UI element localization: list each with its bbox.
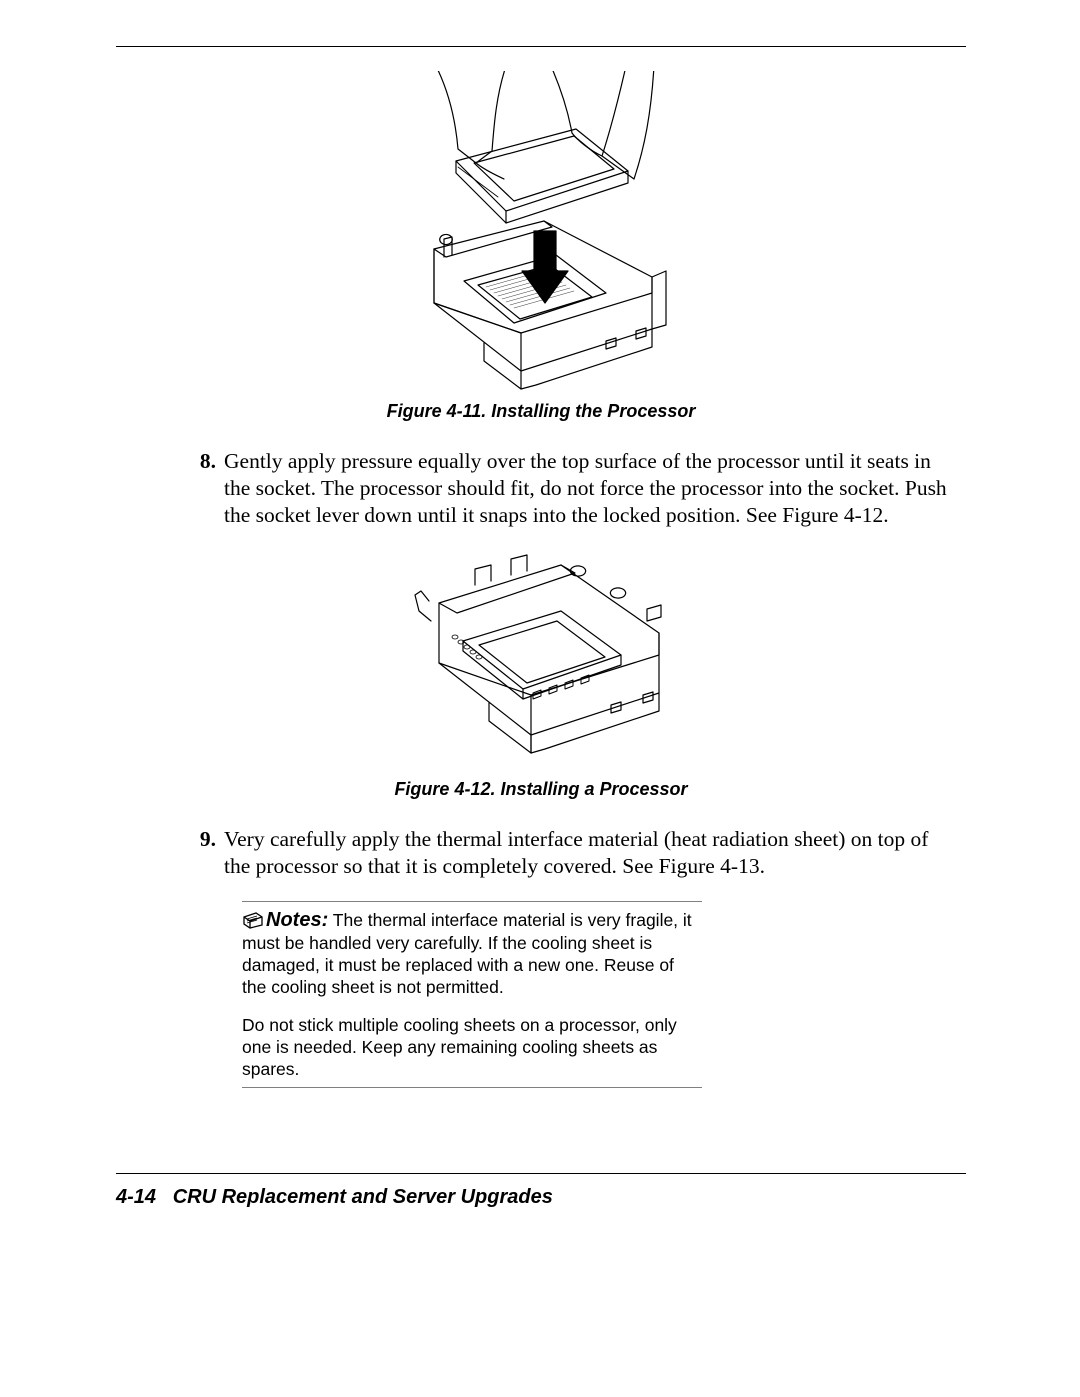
page-footer: 4-14 CRU Replacement and Server Upgrades bbox=[116, 1186, 553, 1209]
figure-4-12-caption: Figure 4-12. Installing a Processor bbox=[116, 779, 966, 800]
step-8-number: 8. bbox=[190, 448, 224, 529]
step-8-text: Gently apply pressure equally over the t… bbox=[224, 448, 956, 529]
notes-box: Notes: The thermal interface material is… bbox=[242, 901, 702, 1087]
page-content: Figure 4-11. Installing the Processor 8.… bbox=[116, 46, 966, 1174]
figure-4-11-caption: Figure 4-11. Installing the Processor bbox=[116, 401, 966, 422]
step-9-text: Very carefully apply the thermal interfa… bbox=[224, 826, 956, 880]
step-9-number: 9. bbox=[190, 826, 224, 880]
note-icon bbox=[242, 911, 264, 929]
footer-title: CRU Replacement and Server Upgrades bbox=[173, 1186, 553, 1208]
figure-4-11-block: Figure 4-11. Installing the Processor bbox=[116, 71, 966, 422]
figure-4-11-image bbox=[396, 71, 686, 395]
note-label: Notes: bbox=[266, 909, 328, 931]
footer-page-number: 4-14 bbox=[116, 1186, 156, 1208]
step-8: 8. Gently apply pressure equally over th… bbox=[190, 448, 956, 529]
note-text-2: Do not stick multiple cooling sheets on … bbox=[242, 1015, 702, 1081]
figure-4-12-block: Figure 4-12. Installing a Processor bbox=[116, 551, 966, 800]
note-paragraph-1: Notes: The thermal interface material is… bbox=[242, 908, 702, 999]
step-9: 9. Very carefully apply the thermal inte… bbox=[190, 826, 956, 880]
figure-4-12-image bbox=[411, 551, 671, 773]
